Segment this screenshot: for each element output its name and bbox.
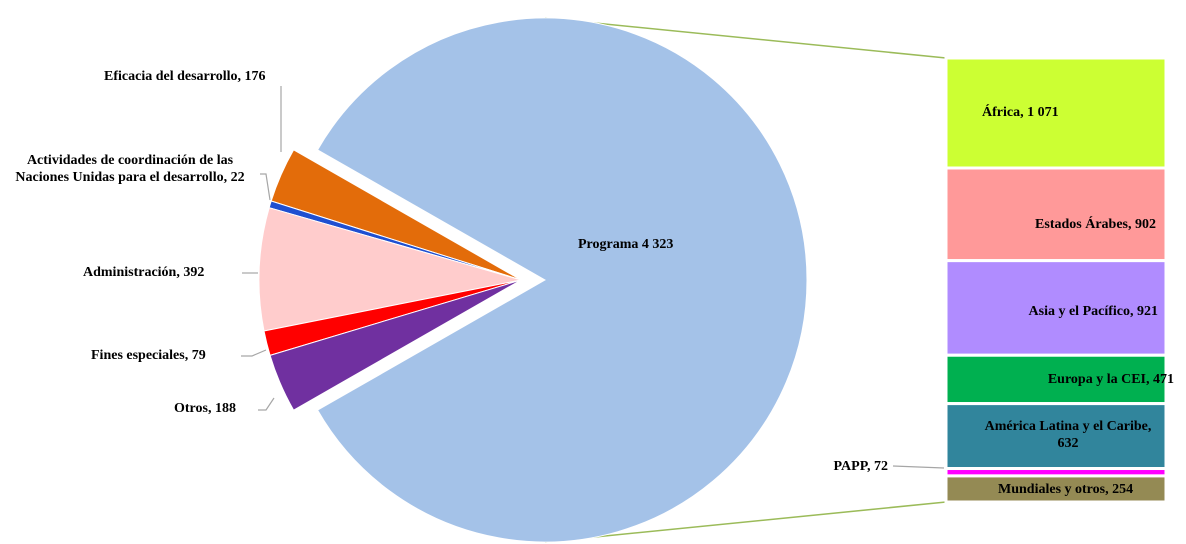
leader-line [258,397,275,411]
pie-slice [269,279,522,411]
bar-label: África, 1 071 [982,105,1059,120]
bar-segment [944,474,1168,504]
leader-line [892,465,945,469]
pie-slice [258,207,522,332]
slice-label: Administración, 392 [83,265,205,280]
bar-segment [944,56,1168,170]
bar-segment [944,166,1168,263]
slice-label: Eficacia del desarrollo, 176 [104,69,266,84]
bar-label: Asia y el Pacífico, 921 [1028,304,1158,319]
connector [544,501,947,543]
connector [544,17,947,59]
bar-segment [944,259,1168,357]
slice-label: Programa 4 323 [578,237,674,252]
bar-segment [944,402,1168,471]
bar-label: Europa y la CEI, 471 [1047,372,1174,387]
bar-label: PAPP, 72 [833,459,888,474]
bar-label: Estados Árabes, 902 [1035,217,1156,232]
bar-label: América Latina y el Caribe, 632 [984,419,1152,451]
leader-line [260,173,271,201]
leader-line [241,349,267,357]
bar-label: Mundiales y otros, 254 [998,482,1134,497]
pie-slice [316,17,808,543]
slice-label: Fines especiales, 79 [91,348,206,363]
bar-segment [944,353,1168,406]
slice-label: Otros, 188 [174,401,236,416]
slice-label: Actividades de coordinación de las Nacio… [15,153,245,185]
